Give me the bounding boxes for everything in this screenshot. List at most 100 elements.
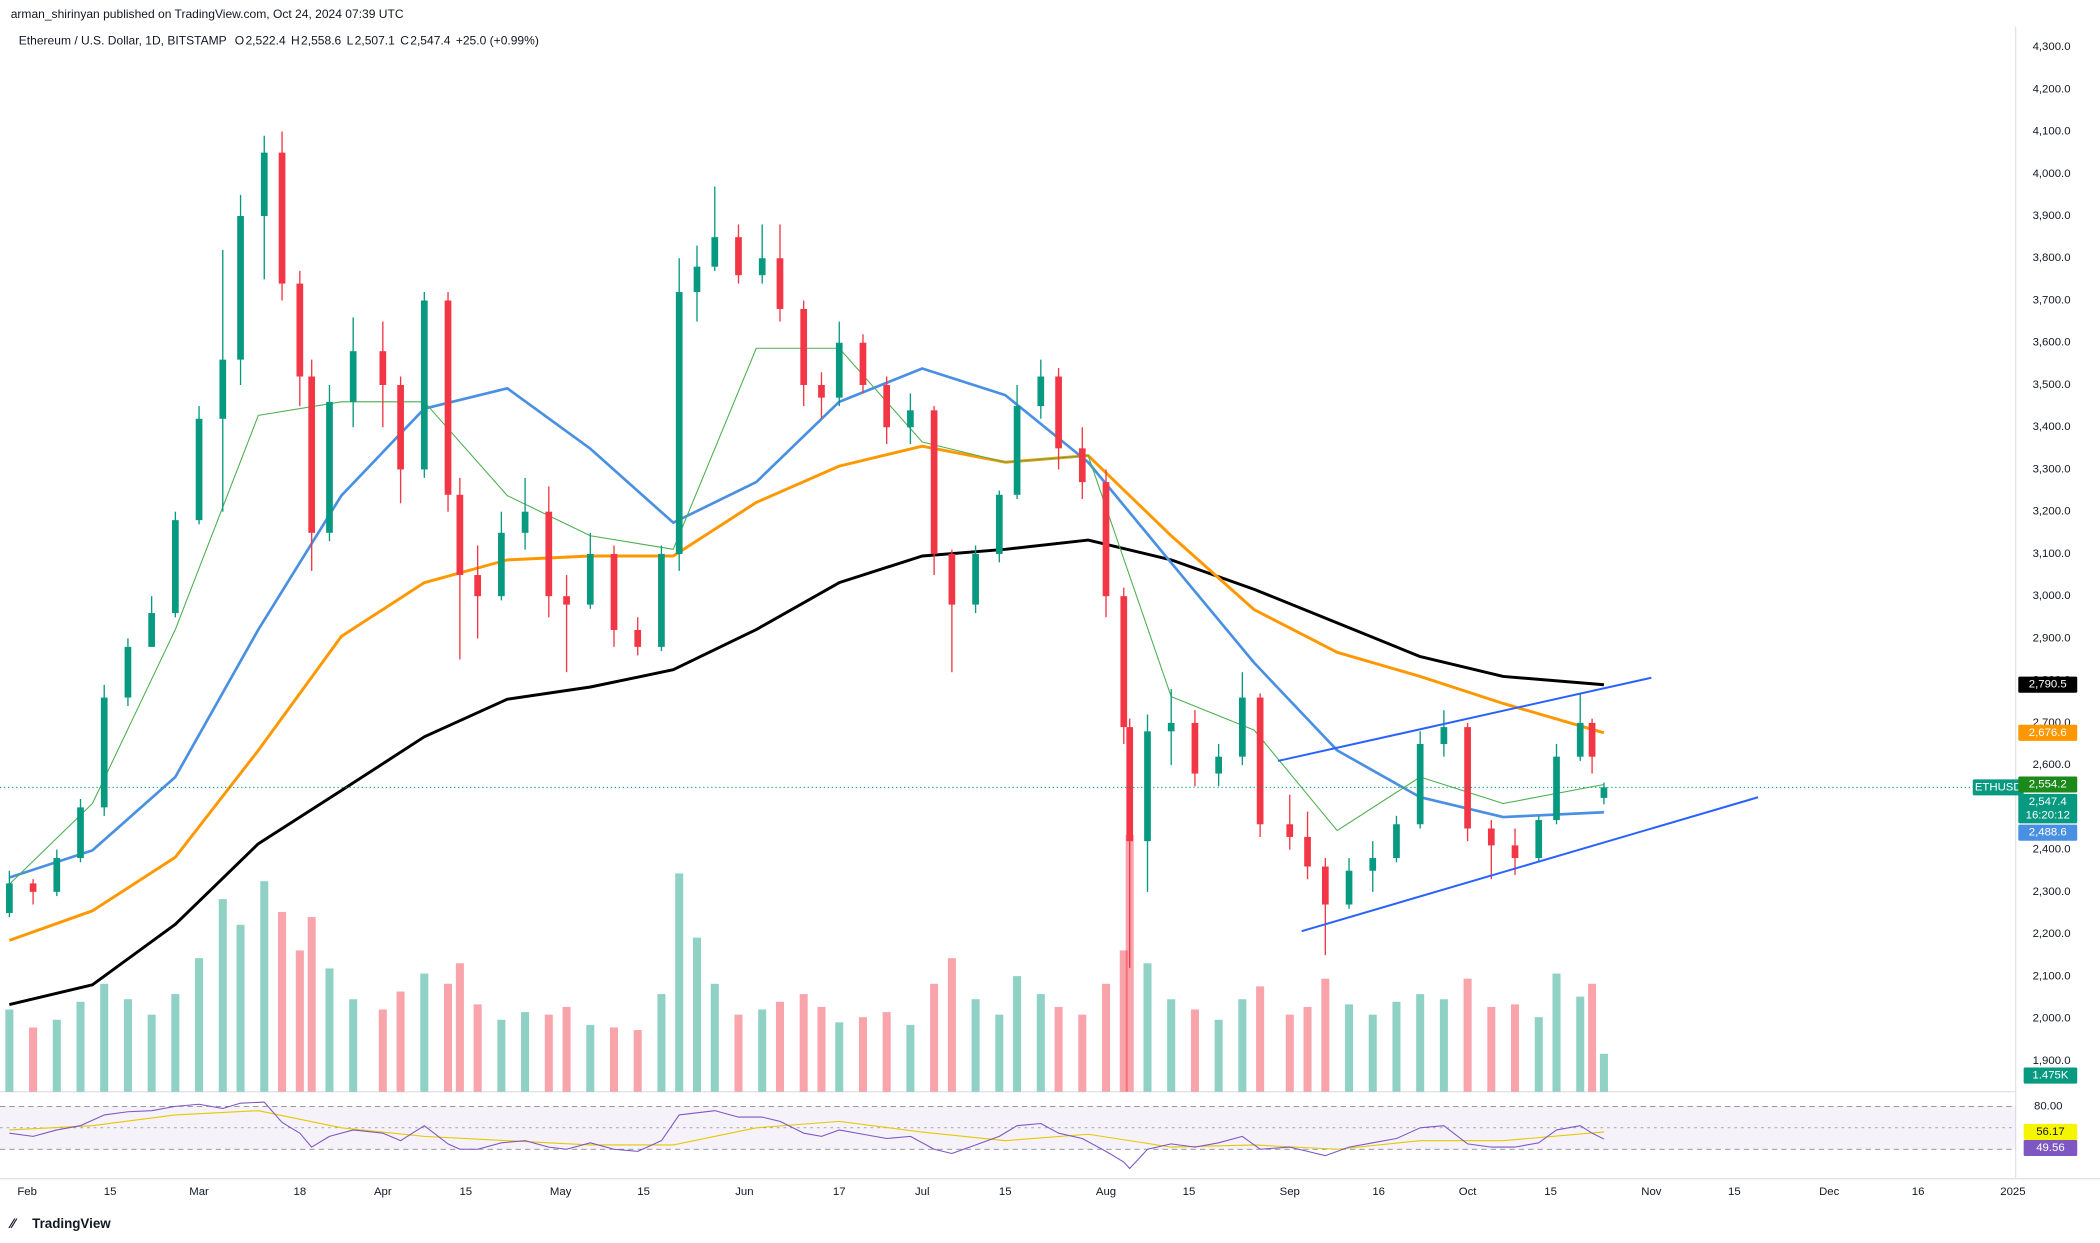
moving-average [9, 538, 1605, 1007]
y-tick-label: 3,200.0 [2033, 506, 2071, 518]
candle-body [1393, 824, 1400, 859]
candle-body [379, 351, 387, 385]
candle-body [995, 494, 1003, 554]
volume-bar [123, 999, 132, 1092]
candle-body [1416, 744, 1424, 825]
y-tick-label: 3,100.0 [2033, 548, 2071, 560]
candle-body [586, 553, 594, 605]
candle-body [1126, 727, 1134, 842]
candle-body [1321, 866, 1329, 905]
ohlc-key: L [347, 34, 354, 48]
volume-bar [657, 994, 666, 1092]
candle-body [634, 629, 642, 647]
volume-bar [147, 1014, 156, 1092]
y-tick-label: 4,100.0 [2033, 126, 2071, 138]
moving-average [8, 367, 1604, 879]
candle-body [1535, 820, 1543, 859]
candle-body [474, 575, 482, 597]
axis-value-tag [2018, 824, 2078, 841]
rsi-value-tag [2023, 1139, 2078, 1157]
axis-value-label: 2,488.6 [2029, 827, 2067, 839]
candle-body [498, 532, 505, 597]
publisher: arman_shirinyan published on TradingView… [11, 7, 404, 21]
candle-body [444, 300, 452, 495]
candle-body [397, 384, 404, 470]
volume-bar [473, 1004, 482, 1092]
volume-bar [544, 1014, 553, 1092]
volume-bar [775, 1001, 784, 1092]
y-tick-label: 3,500.0 [2033, 379, 2071, 391]
x-tick-label: Feb [17, 1186, 37, 1198]
candle-body [563, 596, 570, 605]
x-tick-label: 16 [1372, 1186, 1385, 1198]
symbol-badge-text: ETHUSD [1975, 781, 2022, 793]
axis-value-tag [2018, 676, 2078, 693]
volume-bar [497, 1019, 506, 1092]
candle-body [1167, 722, 1175, 732]
change: +25.0 (+0.99%) [456, 34, 539, 48]
candle-body [1345, 870, 1353, 905]
x-tick-label: 15 [1728, 1186, 1741, 1198]
volume-bar [1238, 999, 1247, 1092]
footer-brand[interactable]: TradingView [32, 1216, 111, 1231]
candle-body [1440, 727, 1448, 745]
candle-body [1102, 482, 1110, 597]
rsi-value-tag [2023, 1123, 2078, 1140]
candle-body [1238, 697, 1246, 757]
volume-bar [1036, 994, 1045, 1092]
volume-bar [195, 958, 204, 1092]
candle-body [1256, 697, 1264, 825]
volume-bar [858, 1017, 867, 1092]
candle-body [610, 553, 618, 630]
volume-bar [1487, 1006, 1496, 1092]
candle-body [1078, 448, 1086, 483]
candle-body [1464, 727, 1471, 829]
y-tick-label: 4,300.0 [2033, 41, 2071, 53]
volume-bar [420, 973, 429, 1092]
volume-bar [444, 983, 453, 1092]
axis-value-label: 2,676.6 [2029, 727, 2067, 739]
volume-bar [29, 1027, 38, 1092]
trendline [1277, 676, 1652, 762]
volume-bar [1552, 973, 1561, 1092]
candle-body [1553, 756, 1560, 821]
candle-body [1600, 787, 1608, 798]
candle-body [711, 237, 719, 267]
ohlc-key: H [291, 34, 300, 48]
volume-bar [930, 983, 939, 1092]
candle-body [835, 342, 843, 398]
candle-body [1487, 828, 1495, 846]
x-tick-label: May [550, 1186, 572, 1198]
candle-body [1013, 406, 1021, 495]
candle-body [326, 401, 333, 533]
candle-body [237, 216, 244, 360]
y-tick-label: 2,900.0 [2033, 632, 2071, 644]
candle-body [1369, 858, 1377, 871]
rsi-ma-line [9, 1110, 1604, 1150]
volume-bar [1101, 983, 1111, 1092]
volume-bar [882, 1012, 891, 1092]
volume-bar [1599, 1053, 1608, 1092]
candle-body [1304, 836, 1311, 867]
axis-value-tag [2018, 793, 2078, 824]
volume-bar [76, 1001, 85, 1092]
candle-body [1511, 845, 1519, 859]
ohlc-key: C [400, 34, 409, 48]
x-tick-label: Apr [374, 1186, 392, 1198]
y-tick-label: 4,200.0 [2033, 83, 2071, 95]
candle-body [658, 553, 665, 647]
volume-bar [609, 1027, 619, 1092]
y-tick-label: 2,300.0 [2033, 886, 2071, 898]
volume-bar [218, 899, 227, 1092]
candle-body [1286, 824, 1294, 837]
rsi-line [9, 1101, 1605, 1170]
volume-bar [995, 1014, 1004, 1092]
volume-bar [758, 1009, 767, 1092]
ohlc-value: 2,558.6 [301, 34, 341, 48]
volume-bar [325, 968, 334, 1092]
y-tick-label: 3,600.0 [2033, 337, 2071, 349]
candle-body [1588, 722, 1596, 757]
volume-bar [1303, 1006, 1312, 1092]
moving-average [9, 347, 1605, 885]
